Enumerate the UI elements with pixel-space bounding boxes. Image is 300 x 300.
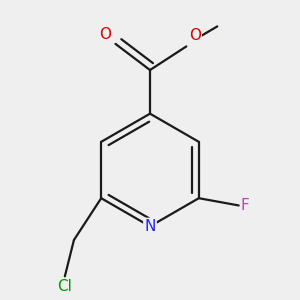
Text: O: O bbox=[99, 27, 111, 42]
Text: O: O bbox=[189, 28, 201, 44]
Text: F: F bbox=[241, 198, 249, 213]
Text: Cl: Cl bbox=[57, 279, 72, 294]
Text: N: N bbox=[144, 219, 156, 234]
